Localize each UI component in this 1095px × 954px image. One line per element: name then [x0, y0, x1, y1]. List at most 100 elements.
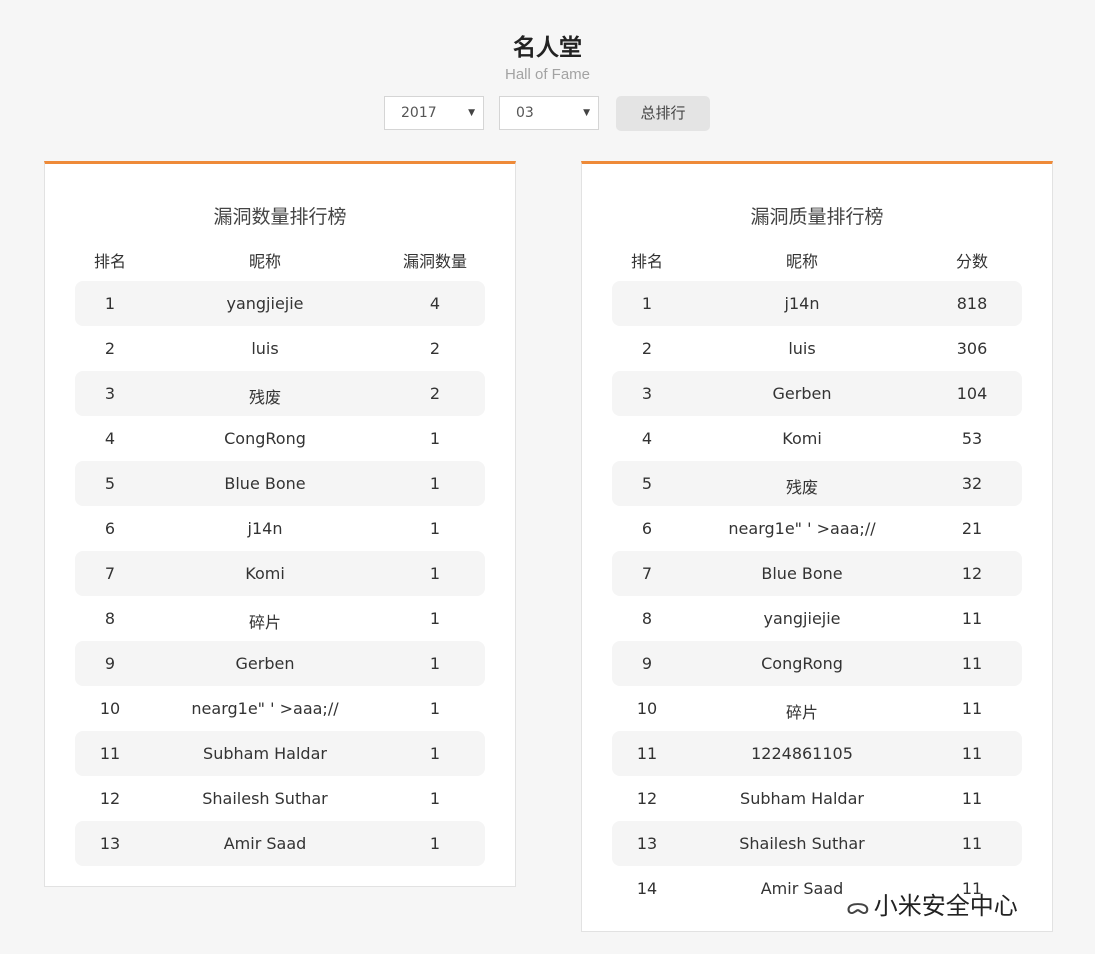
table-row: 7 Komi 1	[75, 551, 485, 596]
table-row: 5 残废 32	[612, 461, 1022, 506]
table-row: 8 碎片 1	[75, 596, 485, 641]
wechat-icon: ᯅ	[846, 895, 870, 920]
table-row: 3 残废 2	[75, 371, 485, 416]
table-row: 5 Blue Bone 1	[75, 461, 485, 506]
rank-cell: 14	[636, 879, 658, 898]
vuln-quality-leaderboard: 漏洞质量排行榜 排名 昵称 分数 1 j14n 818 2 luis 306 3 Gerben…	[581, 161, 1053, 932]
rank-cell: 8	[104, 609, 116, 628]
nickname-cell: yangjiejie	[226, 294, 304, 313]
nickname-cell: j14n	[247, 519, 283, 538]
value-cell: 11	[961, 879, 983, 898]
rank-cell: 11	[99, 744, 121, 763]
nickname-cell: yangjiejie	[763, 609, 841, 628]
table-row: 10 碎片 11	[612, 686, 1022, 731]
table-row: 2 luis 306	[612, 326, 1022, 371]
rank-cell: 5	[104, 474, 116, 493]
value-cell: 11	[961, 609, 983, 628]
rank-cell: 10	[636, 699, 658, 718]
column-header-count: 漏洞数量	[402, 252, 468, 271]
rank-cell: 12	[99, 789, 121, 808]
leaderboard-title: 漏洞质量排行榜	[750, 206, 884, 228]
rank-cell: 2	[104, 339, 116, 358]
nickname-cell: Komi	[782, 429, 822, 448]
value-cell: 12	[961, 564, 983, 583]
rank-cell: 5	[641, 474, 653, 493]
nickname-cell: 碎片	[785, 703, 819, 722]
nickname-cell: nearg1e" ' >aaa;//	[728, 519, 876, 538]
rank-cell: 4	[104, 429, 116, 448]
rank-cell: 9	[641, 654, 653, 673]
nickname-cell: j14n	[784, 294, 820, 313]
rank-cell: 6	[641, 519, 653, 538]
value-cell: 1	[429, 744, 441, 763]
value-cell: 306	[956, 339, 988, 358]
value-cell: 53	[961, 429, 983, 448]
nickname-cell: 碎片	[248, 613, 282, 632]
rank-cell: 2	[641, 339, 653, 358]
vuln-count-leaderboard: 漏洞数量排行榜 排名 昵称 漏洞数量 1 yangjiejie 4 2 luis 2 3 残废…	[44, 161, 516, 887]
column-header-score: 分数	[955, 252, 989, 271]
year-select-value: 2017	[401, 105, 437, 121]
table-row: 10 nearg1e" ' >aaa;// 1	[75, 686, 485, 731]
value-cell: 11	[961, 744, 983, 763]
value-cell: 11	[961, 834, 983, 853]
table-row: 6 nearg1e" ' >aaa;// 21	[612, 506, 1022, 551]
rank-cell: 4	[641, 429, 653, 448]
value-cell: 1	[429, 699, 441, 718]
table-row: 1 yangjiejie 4	[75, 281, 485, 326]
value-cell: 2	[429, 339, 441, 358]
rank-cell: 11	[636, 744, 658, 763]
nickname-cell: Shailesh Suthar	[202, 789, 328, 808]
rank-cell: 13	[99, 834, 121, 853]
nickname-cell: Amir Saad	[223, 834, 307, 853]
page-title: 名人堂	[513, 35, 582, 61]
rank-cell: 3	[104, 384, 116, 403]
table-row: 2 luis 2	[75, 326, 485, 371]
table-body: 1 yangjiejie 4 2 luis 2 3 残废 2 4 CongRong 1 5 Blue Bo…	[75, 281, 485, 866]
nickname-cell: 残废	[785, 478, 819, 497]
rank-cell: 13	[636, 834, 658, 853]
rank-cell: 1	[641, 294, 653, 313]
rank-cell: 10	[99, 699, 121, 718]
table-row: 11 Subham Haldar 1	[75, 731, 485, 776]
nickname-cell: luis	[251, 339, 279, 358]
dropdown-arrow-icon: ▼	[583, 108, 590, 118]
value-cell: 11	[961, 699, 983, 718]
table-row: 9 Gerben 1	[75, 641, 485, 686]
value-cell: 1	[429, 654, 441, 673]
table-row: 14 Amir Saad 11	[612, 866, 1022, 911]
value-cell: 2	[429, 384, 441, 403]
value-cell: 1	[429, 834, 441, 853]
table-row: 1 j14n 818	[612, 281, 1022, 326]
value-cell: 1	[429, 519, 441, 538]
table-row: 6 j14n 1	[75, 506, 485, 551]
value-cell: 1	[429, 789, 441, 808]
table-row: 12 Subham Haldar 11	[612, 776, 1022, 821]
rank-cell: 7	[641, 564, 653, 583]
month-select[interactable]: 03 ▼	[499, 96, 599, 130]
rank-cell: 1	[104, 294, 116, 313]
table-row: 13 Shailesh Suthar 11	[612, 821, 1022, 866]
year-select[interactable]: 2017 ▼	[384, 96, 484, 130]
value-cell: 818	[956, 294, 988, 313]
watermark-text: 小米安全中心	[873, 892, 1018, 920]
column-header-rank: 排名	[630, 252, 664, 271]
table-row: 3 Gerben 104	[612, 371, 1022, 416]
nickname-cell: Gerben	[235, 654, 295, 673]
total-ranking-button[interactable]: 总排行	[616, 96, 710, 131]
table-row: 4 Komi 53	[612, 416, 1022, 461]
value-cell: 1	[429, 609, 441, 628]
nickname-cell: Subham Haldar	[203, 744, 327, 763]
table-row: 11 1224861105 11	[612, 731, 1022, 776]
table-row: 8 yangjiejie 11	[612, 596, 1022, 641]
nickname-cell: Blue Bone	[224, 474, 306, 493]
nickname-cell: Shailesh Suthar	[739, 834, 865, 853]
rank-cell: 7	[104, 564, 116, 583]
nickname-cell: CongRong	[224, 429, 306, 448]
nickname-cell: luis	[788, 339, 816, 358]
value-cell: 104	[956, 384, 988, 403]
rank-cell: 6	[104, 519, 116, 538]
table-row: 4 CongRong 1	[75, 416, 485, 461]
nickname-cell: Gerben	[772, 384, 832, 403]
